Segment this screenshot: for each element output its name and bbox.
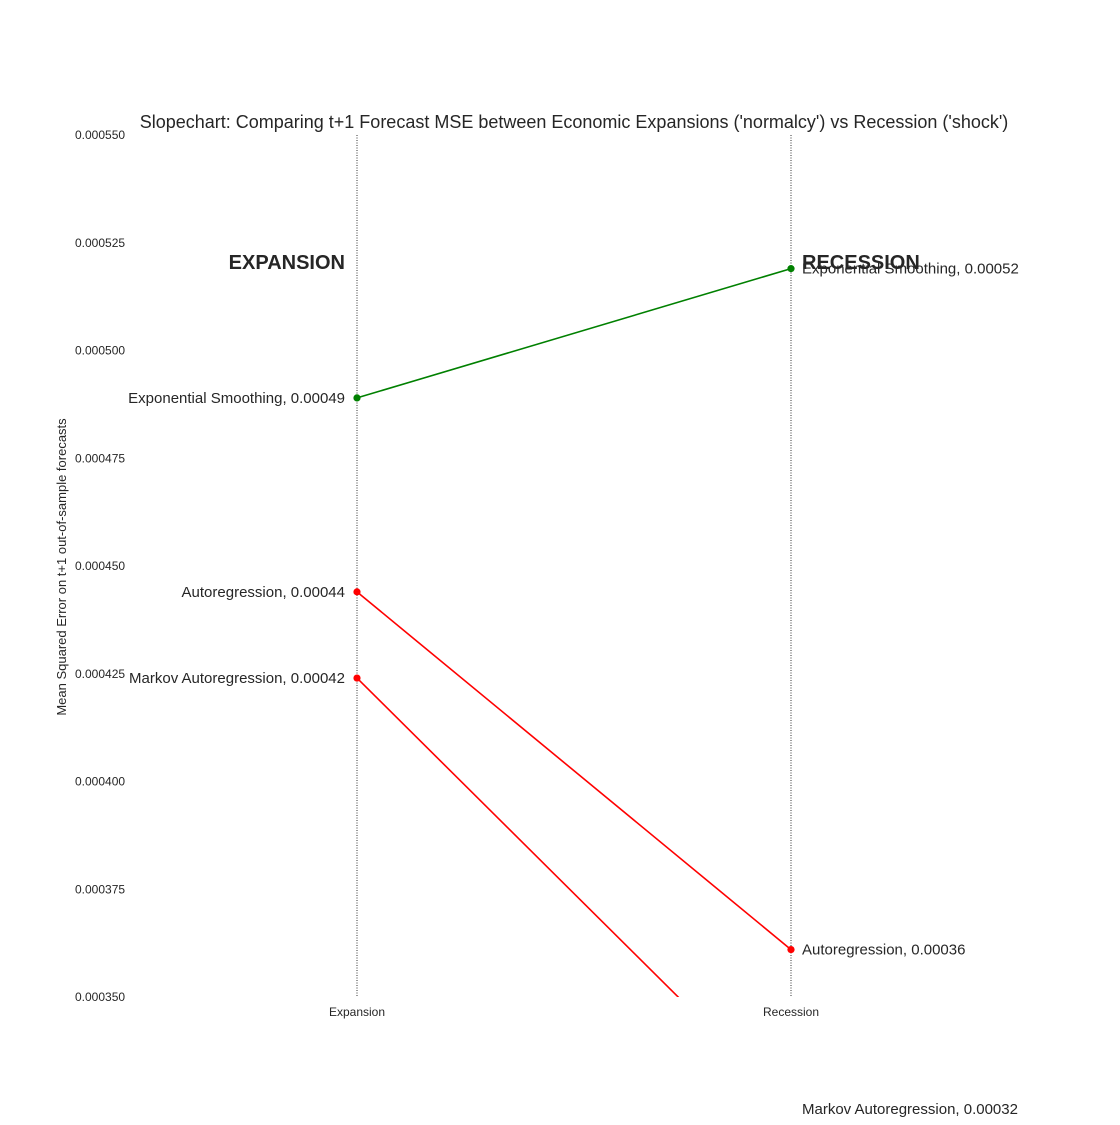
y-tick-label: 0.000450 xyxy=(75,559,125,573)
data-label-markov-autoregression: Markov Autoregression, 0.00042 xyxy=(129,670,345,687)
column-header-expansion: EXPANSION xyxy=(229,252,345,274)
series-point-autoregression xyxy=(787,945,795,954)
y-tick-label: 0.000425 xyxy=(75,667,125,681)
y-tick-label: 0.000350 xyxy=(75,990,125,1004)
chart-title: Slopechart: Comparing t+1 Forecast MSE b… xyxy=(140,112,1009,132)
series-point-exponential-smoothing xyxy=(353,394,361,402)
y-tick-label: 0.000475 xyxy=(75,451,125,465)
data-label-exponential-smoothing: Exponential Smoothing, 0.00049 xyxy=(128,390,345,407)
series-point-markov-autoregression xyxy=(353,674,361,682)
series-line-exponential-smoothing xyxy=(356,267,792,399)
data-label-autoregression: Autoregression, 0.00044 xyxy=(182,584,345,601)
series-line-markov-autoregression xyxy=(356,677,680,997)
data-label-autoregression: Autoregression, 0.00036 xyxy=(802,942,965,959)
y-tick-label: 0.000375 xyxy=(75,882,125,896)
y-axis-label: Mean Squared Error on t+1 out-of-sample … xyxy=(54,418,69,716)
y-tick-label: 0.000400 xyxy=(75,775,125,789)
series-point-autoregression xyxy=(353,588,361,596)
column-header-recession: RECESSION xyxy=(802,252,920,274)
y-tick-label: 0.000525 xyxy=(75,236,125,250)
y-tick-label: 0.000550 xyxy=(75,128,125,142)
series-point-exponential-smoothing xyxy=(787,265,795,273)
x-tick-label: Expansion xyxy=(329,1005,385,1019)
data-label-markov-autoregression: Markov Autoregression, 0.00032 xyxy=(802,1101,1018,1118)
y-tick-label: 0.000500 xyxy=(75,344,125,358)
series-line-autoregression xyxy=(356,591,792,951)
data-label-exponential-smoothing: Exponential Smoothing, 0.00052 xyxy=(802,261,1019,278)
x-tick-label: Recession xyxy=(763,1005,819,1019)
